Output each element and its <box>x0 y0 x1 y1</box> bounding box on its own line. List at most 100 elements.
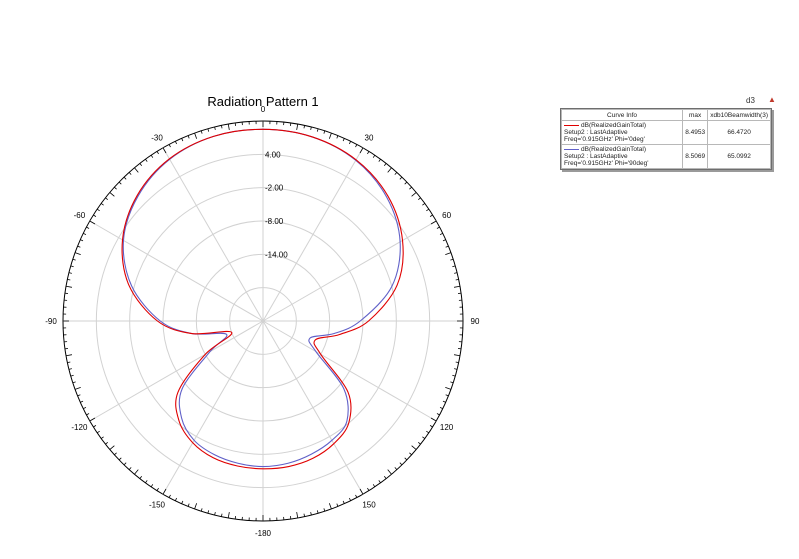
angle-tick <box>65 354 73 357</box>
angle-tick <box>181 138 184 142</box>
grid-spoke <box>262 320 364 495</box>
legend-curve-line1: dB(RealizedGainTotal) <box>581 146 647 153</box>
angle-tick <box>145 158 148 162</box>
angle-tick <box>426 208 430 212</box>
legend-curve-line2: Setup2 : LastAdaptive <box>564 129 628 136</box>
angle-tick <box>454 368 458 370</box>
angle-tick <box>123 462 127 466</box>
angle-tick <box>162 147 167 154</box>
legend-collapse-icon[interactable]: ▲ <box>768 95 776 104</box>
angle-tick <box>118 457 122 461</box>
angle-tick <box>168 494 171 498</box>
legend-header-max: max <box>682 109 709 121</box>
angle-tick <box>430 220 437 225</box>
angle-tick <box>439 406 443 410</box>
angle-tick <box>336 135 339 139</box>
angle-tick <box>72 381 76 384</box>
grid-spoke <box>262 220 437 322</box>
angle-tick <box>168 144 171 148</box>
legend-curve-line1: dB(RealizedGainTotal) <box>581 122 647 129</box>
angle-tick <box>387 167 392 173</box>
angle-tick <box>145 480 148 484</box>
angle-tick <box>359 147 364 154</box>
angle-tick <box>221 125 223 129</box>
angle-tick <box>417 197 421 201</box>
angle-tick <box>445 245 449 248</box>
angle-tick <box>323 130 326 134</box>
angle-tick <box>207 128 210 132</box>
ring-tick-label: -8.00 <box>265 217 284 226</box>
angle-tick <box>72 258 76 261</box>
angle-tick <box>355 144 358 148</box>
grid-spoke <box>89 320 264 422</box>
angle-tick <box>436 413 440 416</box>
angle-tick <box>450 381 454 384</box>
angle-tick <box>453 354 461 357</box>
angle-tick <box>83 232 87 236</box>
angle-tick <box>445 252 452 256</box>
angle-tick <box>162 488 167 495</box>
angle-tick <box>80 239 84 242</box>
angle-tick <box>174 497 178 501</box>
angle-tick-label: 60 <box>442 211 451 220</box>
legend-curve-info: dB(RealizedGainTotal) Setup2 : LastAdapt… <box>560 120 684 145</box>
angle-tick <box>68 272 72 274</box>
angle-tick <box>114 452 117 456</box>
angle-tick-marks <box>63 121 463 521</box>
angle-tick <box>296 511 299 519</box>
angle-tick <box>96 208 100 212</box>
angle-tick <box>100 436 104 439</box>
angle-tick <box>409 452 412 456</box>
angle-tick <box>372 484 376 488</box>
angle-tick <box>383 475 387 479</box>
grid-spoke <box>162 147 264 322</box>
angle-tick <box>96 430 100 434</box>
angle-tick <box>303 513 305 517</box>
angle-tick <box>105 441 109 445</box>
angle-tick <box>134 167 139 173</box>
angle-tick <box>436 226 440 229</box>
angle-tick <box>387 469 392 475</box>
angle-tick <box>342 500 345 504</box>
angle-tick <box>411 445 417 450</box>
angle-tick <box>328 503 332 510</box>
chart-title: Radiation Pattern 1 <box>207 94 318 109</box>
ring-tick-label: -2.00 <box>265 184 284 193</box>
grid-spoke <box>162 320 264 495</box>
angle-tick <box>359 488 364 495</box>
angle-tick <box>114 186 117 190</box>
legend-header-curve-info: Curve Info <box>560 109 684 121</box>
series-group <box>121 128 404 470</box>
ring-labels: 4.00 -2.00 -8.00 -14.00 <box>265 150 288 259</box>
angle-tick <box>426 430 430 434</box>
legend-max-value: 8.4953 <box>682 120 709 145</box>
angle-tick <box>452 265 456 268</box>
angle-tick <box>378 480 381 484</box>
angle-tick <box>455 279 459 281</box>
angle-tick <box>139 475 143 479</box>
angle-tick <box>221 513 223 517</box>
angle-tick <box>445 394 449 397</box>
angle-tick <box>453 285 461 288</box>
angle-tick <box>86 226 90 229</box>
polar-grid <box>62 120 464 522</box>
angle-tick <box>77 394 81 397</box>
angle-tick <box>100 203 104 206</box>
angle-tick <box>378 158 381 162</box>
angle-tick <box>139 163 143 167</box>
angle-tick <box>128 467 132 470</box>
angle-tick <box>442 239 446 242</box>
angle-tick <box>93 425 97 428</box>
angle-tick-label: -180 <box>255 529 272 538</box>
angle-tick <box>323 508 326 512</box>
ring-tick-label: 4.00 <box>265 150 281 159</box>
angle-tick <box>181 500 184 504</box>
angle-tick-label: -90 <box>45 317 57 326</box>
angle-tick <box>65 285 73 288</box>
angle-tick <box>109 445 115 450</box>
angle-tick <box>70 374 74 377</box>
grid-spoke <box>262 147 364 322</box>
series-line-phi-0 <box>121 128 404 470</box>
angle-tick-label: 90 <box>471 317 480 326</box>
